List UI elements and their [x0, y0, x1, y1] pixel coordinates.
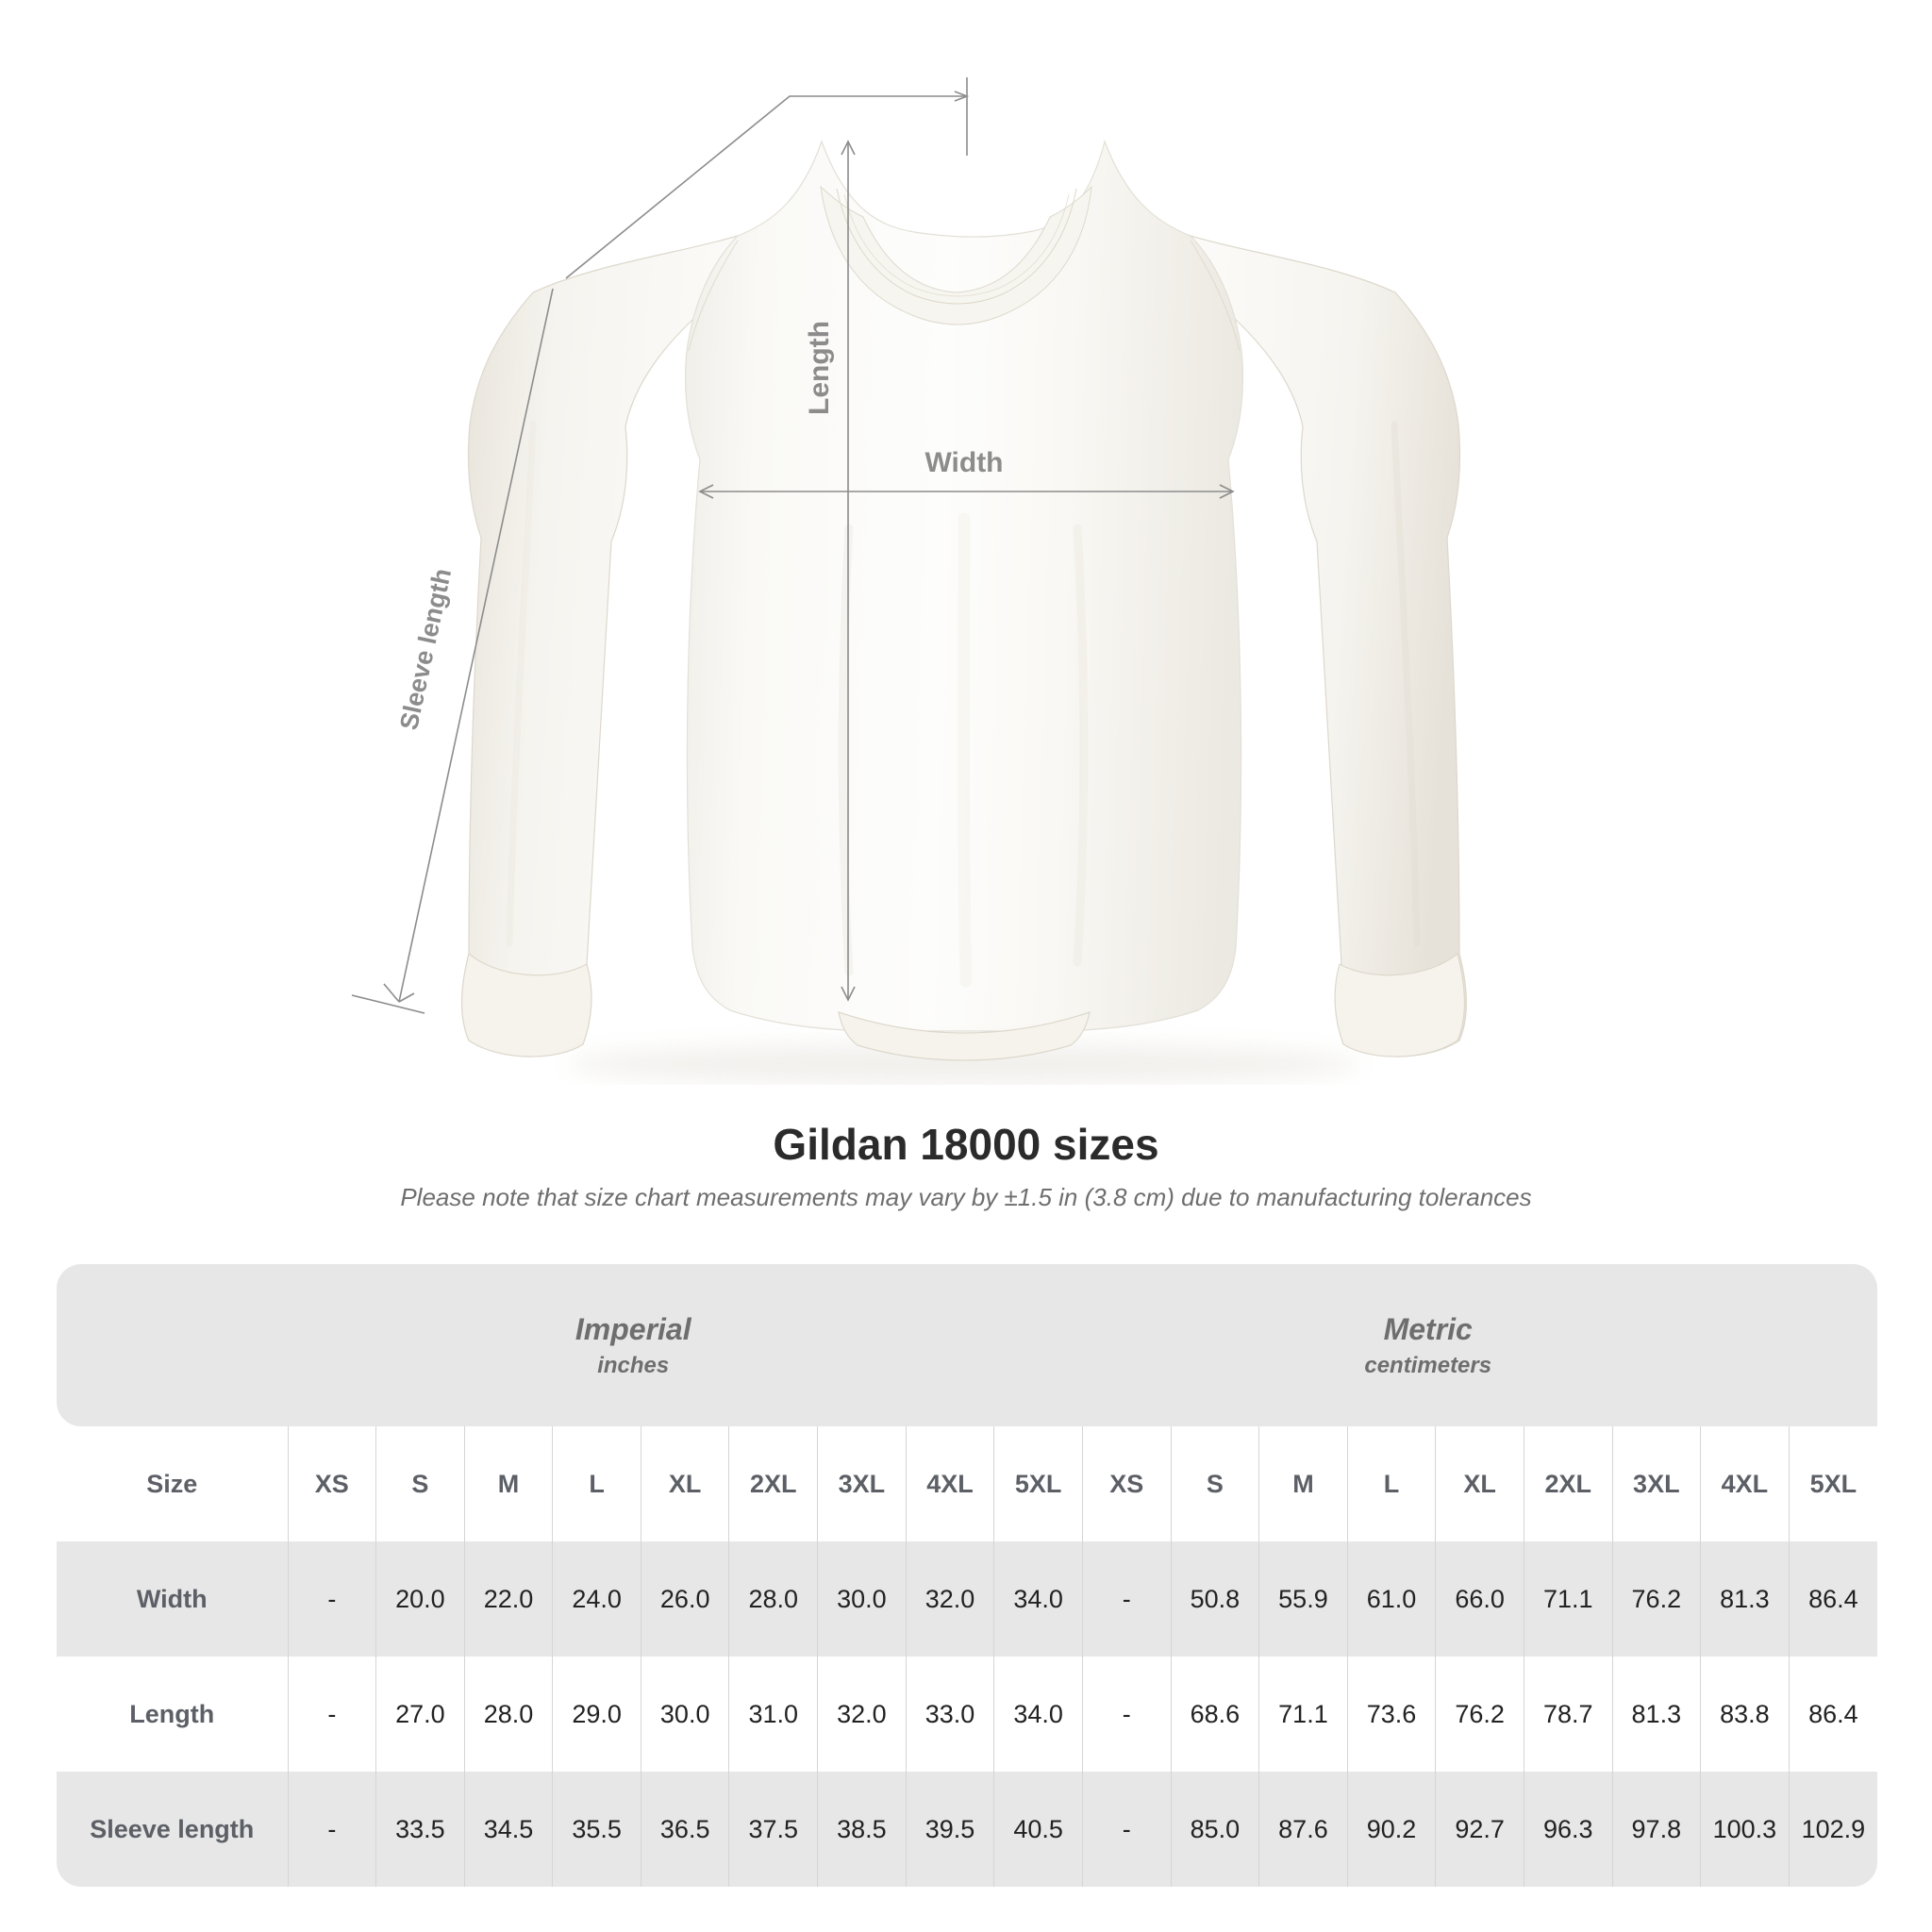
svg-text:Sleeve length: Sleeve length	[394, 566, 457, 732]
svg-text:Width: Width	[924, 447, 1003, 478]
svg-text:Length: Length	[804, 321, 835, 415]
